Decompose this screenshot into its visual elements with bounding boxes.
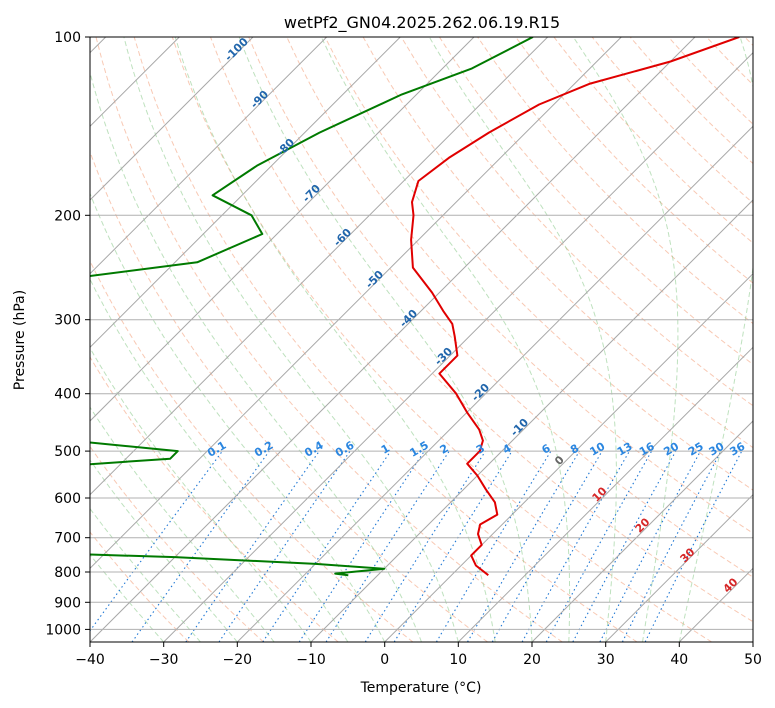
x-tick-label: 10 bbox=[449, 652, 467, 668]
dry-adiabat bbox=[90, 531, 190, 642]
moist-adiabat bbox=[90, 192, 386, 642]
y-tick-label: 100 bbox=[54, 30, 81, 46]
temperature-line bbox=[410, 37, 740, 576]
x-tick-label: −30 bbox=[149, 652, 179, 668]
isotherm bbox=[90, 37, 254, 201]
dry-adiabat bbox=[438, 37, 753, 366]
dry-adiabat bbox=[133, 37, 638, 642]
y-tick-label: 300 bbox=[54, 313, 81, 329]
y-tick-label: 900 bbox=[54, 595, 81, 611]
dry-adiabats bbox=[90, 37, 753, 642]
x-tick-label: 20 bbox=[523, 652, 541, 668]
dry-adiabat bbox=[90, 150, 488, 642]
dewpoint-line bbox=[90, 37, 534, 577]
moist-adiabats bbox=[90, 37, 753, 642]
dry-adiabat bbox=[90, 445, 264, 642]
x-tick-label: −10 bbox=[296, 652, 326, 668]
mixing-ratio-line bbox=[218, 450, 351, 642]
mixing-ratio-line bbox=[467, 450, 580, 642]
x-tick-label: 50 bbox=[744, 652, 762, 668]
isotherm bbox=[90, 37, 696, 642]
isotherm bbox=[90, 37, 328, 275]
mixing-ratio-line bbox=[325, 450, 450, 642]
isotherm bbox=[90, 37, 475, 422]
isotherm bbox=[605, 493, 753, 642]
mixing-ratio-line bbox=[435, 450, 552, 642]
chart-title: wetPf2_GN04.2025.262.06.19.R15 bbox=[284, 13, 560, 33]
mixing-ratio-line bbox=[262, 450, 392, 642]
isotherms bbox=[90, 37, 753, 642]
profile-lines bbox=[90, 37, 740, 577]
plot-area bbox=[90, 37, 753, 642]
moist-adiabat bbox=[320, 37, 571, 642]
isotherm bbox=[752, 641, 753, 642]
isotherm bbox=[90, 37, 549, 496]
mixing-ratio-line bbox=[364, 450, 486, 642]
mixing-ratio-line bbox=[298, 450, 425, 642]
y-tick-label: 500 bbox=[54, 444, 81, 460]
isotherm bbox=[163, 51, 753, 642]
y-tick-label: 800 bbox=[54, 565, 81, 581]
isotherm bbox=[457, 346, 753, 642]
mixing-ratio-line bbox=[599, 450, 701, 642]
axis-ticks: −40 −30 −20 −10 0 10 20 30 40 50 100 200 300 400 500 60… bbox=[45, 30, 762, 668]
plot-frame bbox=[89, 36, 754, 643]
dry-adiabat bbox=[248, 37, 753, 578]
x-tick-label: 30 bbox=[597, 652, 615, 668]
x-tick-label: −40 bbox=[75, 652, 105, 668]
mixing-ratio-line bbox=[185, 450, 320, 642]
dry-adiabat bbox=[90, 356, 339, 642]
dry-adiabat bbox=[210, 37, 753, 623]
y-tick-label: 700 bbox=[54, 531, 81, 547]
moist-adiabat bbox=[90, 459, 238, 642]
moist-adiabat bbox=[123, 37, 459, 642]
y-tick-label: 400 bbox=[54, 387, 81, 403]
moist-adiabat bbox=[428, 37, 617, 642]
dry-adiabat bbox=[400, 37, 753, 407]
isotherm bbox=[236, 125, 753, 642]
x-axis-label: Temperature (°C) bbox=[360, 680, 482, 696]
dry-adiabat bbox=[515, 37, 753, 284]
isotherm bbox=[310, 199, 753, 642]
moist-adiabat bbox=[174, 37, 496, 642]
isotherm bbox=[384, 272, 753, 642]
x-tick-label: −20 bbox=[223, 652, 253, 668]
y-axis-label: Pressure (hPa) bbox=[12, 290, 28, 390]
x-tick-label: 0 bbox=[380, 652, 389, 668]
moist-adiabat bbox=[238, 37, 533, 642]
moist-adiabat bbox=[90, 406, 275, 642]
isotherm bbox=[90, 37, 401, 349]
pressure-gridlines bbox=[90, 37, 753, 630]
mixing-ratio-line bbox=[572, 450, 677, 642]
y-tick-label: 1000 bbox=[45, 622, 81, 638]
moist-adiabat bbox=[90, 278, 349, 642]
moist-adiabat bbox=[678, 37, 753, 642]
x-tick-label: 40 bbox=[670, 652, 688, 668]
dry-adiabat bbox=[171, 37, 712, 642]
isotherm bbox=[90, 37, 622, 570]
dry-adiabat bbox=[324, 37, 753, 491]
y-tick-label: 200 bbox=[54, 208, 81, 224]
isotherm bbox=[531, 420, 753, 642]
y-tick-label: 600 bbox=[54, 491, 81, 507]
dry-adiabat bbox=[95, 37, 563, 642]
moist-adiabat bbox=[572, 37, 679, 642]
